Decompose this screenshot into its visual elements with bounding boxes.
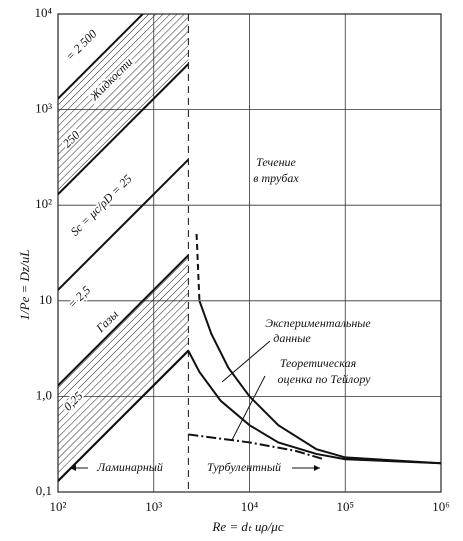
series-line [58,63,190,196]
arrow-head [314,465,320,471]
x-tick-label: 10⁵ [336,499,354,514]
series-line [198,300,441,465]
series-line [58,350,190,482]
series-line [58,158,190,291]
leader-line [221,340,271,383]
annotation: в трубах [253,171,299,185]
series-line [188,433,325,461]
y-tick-label: 10⁴ [34,5,52,20]
hatch-band [58,14,189,195]
annotation: Теоретическая [280,356,357,370]
annotation: = 2 500 [63,27,100,64]
x-tick-label: 10³ [145,499,162,514]
y-tick-label: 0,1 [36,483,52,498]
hatch-band [58,255,189,482]
annotation: Ламинарный [96,460,163,474]
x-axis-label: Re = dₜ uρ/μc [211,519,283,534]
annotation: Течение [256,155,296,169]
x-tick-label: 10² [50,499,67,514]
annotation: данные [273,331,311,345]
arrow-head [70,465,76,471]
leader-line [231,375,266,441]
y-tick-label: 10³ [35,101,52,116]
y-tick-label: 10² [35,196,52,211]
y-axis-label: 1/Pe = Dz/uL [17,250,32,321]
series-line [187,350,441,465]
plot-area [58,14,441,482]
y-tick-label: 10 [39,292,52,307]
series-line [58,254,190,387]
series-line [58,14,145,100]
y-tick-label: 1,0 [36,387,52,402]
annotation: оценка по Тейлору [277,372,371,386]
series-line [195,233,201,301]
x-tick-label: 10⁴ [241,499,259,514]
annotation: Экспериментальные [265,316,371,330]
x-tick-label: 10⁶ [432,499,450,514]
annotation: = 2,5 [65,283,93,311]
annotation: Турбулентный [207,460,281,474]
